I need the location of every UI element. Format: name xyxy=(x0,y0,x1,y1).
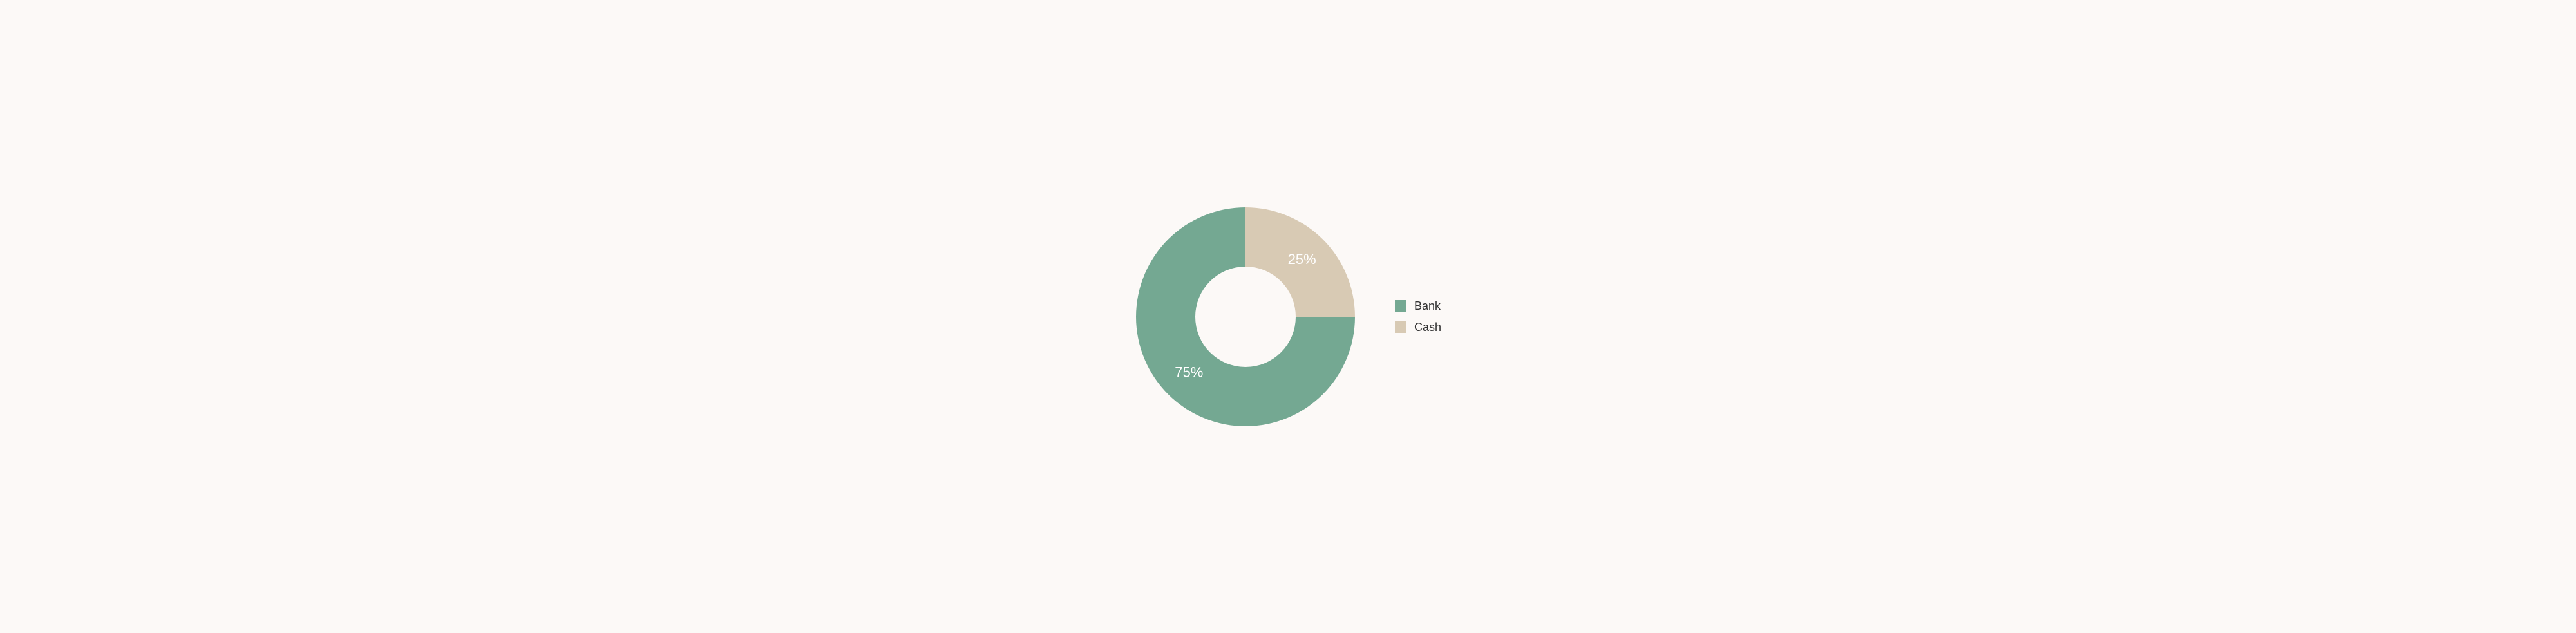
legend-swatch-cash xyxy=(1395,321,1406,333)
legend-label-bank: Bank xyxy=(1414,299,1441,313)
legend-swatch-bank xyxy=(1395,300,1406,312)
slice-label-bank: 75% xyxy=(1175,364,1203,380)
legend: Bank Cash xyxy=(1395,299,1441,334)
slice-label-cash: 25% xyxy=(1288,251,1316,267)
legend-label-cash: Cash xyxy=(1414,321,1441,334)
legend-item-bank: Bank xyxy=(1395,299,1441,313)
donut-chart: 25% 75% xyxy=(1135,206,1356,428)
donut-chart-container: 25% 75% Bank Cash xyxy=(1135,206,1441,428)
legend-item-cash: Cash xyxy=(1395,321,1441,334)
